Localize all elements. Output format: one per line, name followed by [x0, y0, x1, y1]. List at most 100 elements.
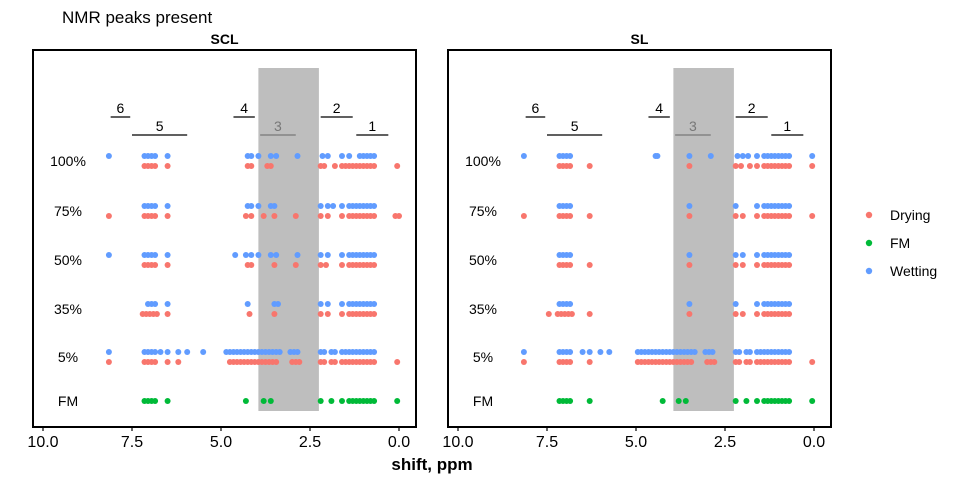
panel-scl: SCL 6 5 4 3 2 1 FM 5% 35% 50% 75% 100% 10.0 7.5 5.0 2.5 0… — [27, 31, 417, 451]
data-point-drying — [105, 359, 112, 365]
data-point-wetting — [164, 153, 171, 159]
data-point-wetting — [276, 349, 283, 355]
data-point-drying — [809, 163, 816, 169]
data-point-wetting — [324, 301, 331, 307]
data-point-fm — [339, 398, 345, 404]
data-point-drying — [686, 311, 693, 317]
data-point-fm — [260, 398, 267, 404]
data-point-wetting — [339, 153, 345, 159]
data-point-drying — [164, 262, 171, 268]
data-point-drying — [260, 213, 267, 219]
data-point-wetting — [567, 153, 574, 159]
data-point-wetting — [786, 252, 793, 258]
data-point-drying — [323, 262, 329, 268]
data-point-wetting — [242, 252, 249, 258]
data-point-wetting — [586, 349, 593, 355]
data-point-wetting — [157, 349, 164, 355]
region-label-3: 3 — [689, 118, 697, 134]
data-point-wetting — [184, 349, 191, 355]
data-point-wetting — [248, 203, 255, 209]
data-point-fm — [164, 398, 171, 404]
data-point-wetting — [339, 252, 345, 258]
y-tick-label: 75% — [469, 203, 497, 219]
data-point-drying — [754, 213, 760, 219]
data-point-drying — [732, 213, 739, 219]
data-point-drying — [586, 359, 593, 365]
y-tick-label: 100% — [50, 153, 86, 169]
data-point-drying — [152, 163, 159, 169]
data-point-wetting — [317, 203, 324, 209]
data-point-fm — [754, 398, 760, 404]
data-point-fm — [682, 398, 689, 404]
data-point-wetting — [732, 203, 739, 209]
data-point-wetting — [324, 153, 331, 159]
data-point-drying — [586, 163, 593, 169]
data-point-drying — [809, 213, 816, 219]
data-point-wetting — [739, 153, 746, 159]
data-point-drying — [164, 311, 171, 317]
region-label-2: 2 — [748, 100, 756, 116]
data-point-drying — [331, 163, 338, 169]
data-point-wetting — [567, 252, 574, 258]
data-point-drying — [175, 359, 182, 365]
data-point-fm — [586, 398, 593, 404]
data-point-wetting — [567, 349, 574, 355]
y-tick-label: 5% — [473, 349, 493, 365]
data-point-drying — [688, 359, 695, 365]
x-tick-label: 5.0 — [625, 434, 647, 451]
data-point-drying — [520, 359, 527, 365]
data-point-wetting — [786, 203, 793, 209]
data-point-drying — [786, 163, 793, 169]
region-label-1: 1 — [783, 118, 791, 134]
panel-border — [32, 49, 417, 428]
x-tick-label: 0.0 — [803, 434, 825, 451]
data-point-wetting — [248, 153, 255, 159]
data-point-drying — [105, 213, 112, 219]
data-point-wetting — [597, 349, 604, 355]
data-point-drying — [567, 262, 574, 268]
data-point-fm — [659, 398, 666, 404]
panel-sl: SL 6 5 4 3 2 1 FM 5% 35% 50% 75% 100% 10.0 7.5 5.0 2.5 0.… — [442, 31, 832, 451]
data-point-wetting — [324, 203, 331, 209]
data-point-drying — [786, 311, 793, 317]
data-point-drying — [738, 163, 744, 169]
data-point-drying — [394, 359, 401, 365]
data-point-fm — [809, 398, 816, 404]
data-point-drying — [754, 262, 760, 268]
data-point-drying — [567, 163, 574, 169]
data-point-drying — [739, 213, 746, 219]
data-point-drying — [317, 213, 324, 219]
data-point-drying — [331, 359, 338, 365]
legend-label-drying: Drying — [890, 207, 930, 223]
data-point-fm — [317, 398, 324, 404]
data-point-wetting — [754, 153, 760, 159]
data-point-wetting — [579, 349, 586, 355]
data-point-wetting — [267, 153, 274, 159]
x-tick-label: 5.0 — [210, 434, 232, 451]
data-point-drying — [271, 262, 278, 268]
data-point-drying — [164, 163, 171, 169]
data-point-wetting — [786, 349, 793, 355]
data-point-drying — [746, 359, 753, 365]
data-point-wetting — [346, 153, 353, 159]
data-point-wetting — [754, 203, 760, 209]
data-point-wetting — [746, 349, 753, 355]
data-point-fm — [567, 398, 574, 404]
data-point-fm — [394, 398, 401, 404]
data-point-drying — [153, 311, 160, 317]
data-point-wetting — [734, 153, 741, 159]
data-point-wetting — [105, 153, 112, 159]
y-tick-label: 35% — [469, 301, 497, 317]
x-tick-label: 10.0 — [27, 434, 58, 451]
data-point-drying — [248, 163, 255, 169]
data-point-drying — [371, 359, 378, 365]
data-point-fm — [267, 398, 274, 404]
x-tick-label: 7.5 — [121, 434, 143, 451]
data-point-drying — [321, 359, 328, 365]
data-point-wetting — [152, 153, 159, 159]
data-point-wetting — [371, 301, 378, 307]
data-point-wetting — [520, 153, 527, 159]
region-label-6: 6 — [532, 100, 540, 116]
